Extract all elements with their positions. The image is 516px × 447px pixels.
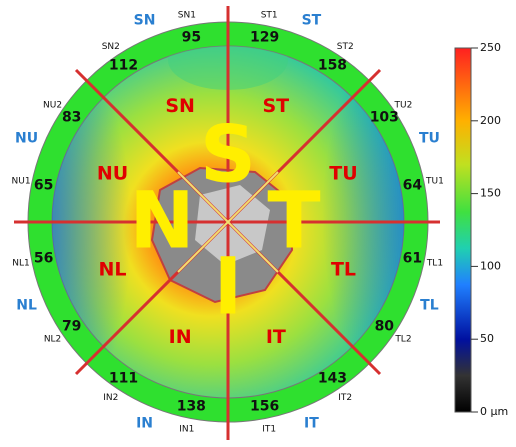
sector-value: 83 <box>62 110 81 126</box>
region-label: ST <box>302 13 322 29</box>
sector-value: 129 <box>250 30 279 46</box>
sector-value: 103 <box>370 110 399 126</box>
sector-name: IN1 <box>179 424 194 434</box>
sector-value: 158 <box>318 58 347 74</box>
inner-label: TU <box>329 163 357 185</box>
region-label: TL <box>420 297 439 313</box>
sector-name: NU2 <box>43 100 62 110</box>
region-label: TU <box>419 131 440 147</box>
tick-label: 0 µm <box>480 405 508 418</box>
region-label: NL <box>16 297 37 313</box>
quadrant-letter: S <box>200 110 256 200</box>
sector-name: NL1 <box>12 259 29 269</box>
tick-label: 250 <box>480 41 501 54</box>
sector-value: 80 <box>375 318 395 334</box>
sector-name: SN1 <box>178 11 196 21</box>
sector-name: IN2 <box>103 393 118 403</box>
quadrant-letter: I <box>213 242 242 332</box>
colorbar <box>454 47 472 413</box>
sector-name: TU2 <box>394 100 413 110</box>
sector-value: 64 <box>403 177 423 193</box>
sector-value: 138 <box>177 398 206 414</box>
sector-name: IT2 <box>338 393 352 403</box>
inner-label: TL <box>331 258 356 280</box>
sector-name: TL1 <box>426 259 443 269</box>
quadrant-letter: T <box>267 176 320 266</box>
sector-value: 112 <box>109 58 138 74</box>
sector-name: TU1 <box>425 176 444 186</box>
inner-label: NU <box>97 163 128 185</box>
tick-label: 50 <box>480 332 494 345</box>
region-label: NU <box>15 131 38 147</box>
inner-label: IN <box>169 326 192 348</box>
sector-value: 143 <box>318 370 347 386</box>
region-label: SN <box>134 13 156 29</box>
tick-label: 100 <box>480 259 501 272</box>
tick-label: 200 <box>480 114 501 127</box>
sector-value: 111 <box>109 370 138 386</box>
region-label: IT <box>304 415 319 431</box>
sector-value: 65 <box>34 177 53 193</box>
sector-name: ST1 <box>261 11 278 21</box>
quadrant-letter: N <box>129 176 194 266</box>
tick-label: 150 <box>480 187 501 200</box>
sector-name: NU1 <box>12 176 31 186</box>
sector-name: IT1 <box>262 424 276 434</box>
sector-name: SN2 <box>102 42 120 52</box>
inner-label: NL <box>99 258 127 280</box>
region-label: IN <box>136 415 153 431</box>
inner-label: ST <box>263 95 290 117</box>
sector-name: ST2 <box>337 42 354 52</box>
sector-name: NL2 <box>44 335 61 345</box>
inner-label: IT <box>266 326 286 348</box>
sector-value: 61 <box>403 251 422 267</box>
sector-name: TL2 <box>394 335 411 345</box>
sector-value: 95 <box>182 30 201 46</box>
inner-label: SN <box>165 95 195 117</box>
sector-value: 156 <box>250 398 279 414</box>
sector-value: 79 <box>62 318 81 334</box>
sector-value: 56 <box>34 251 53 267</box>
center-lines <box>177 171 279 273</box>
